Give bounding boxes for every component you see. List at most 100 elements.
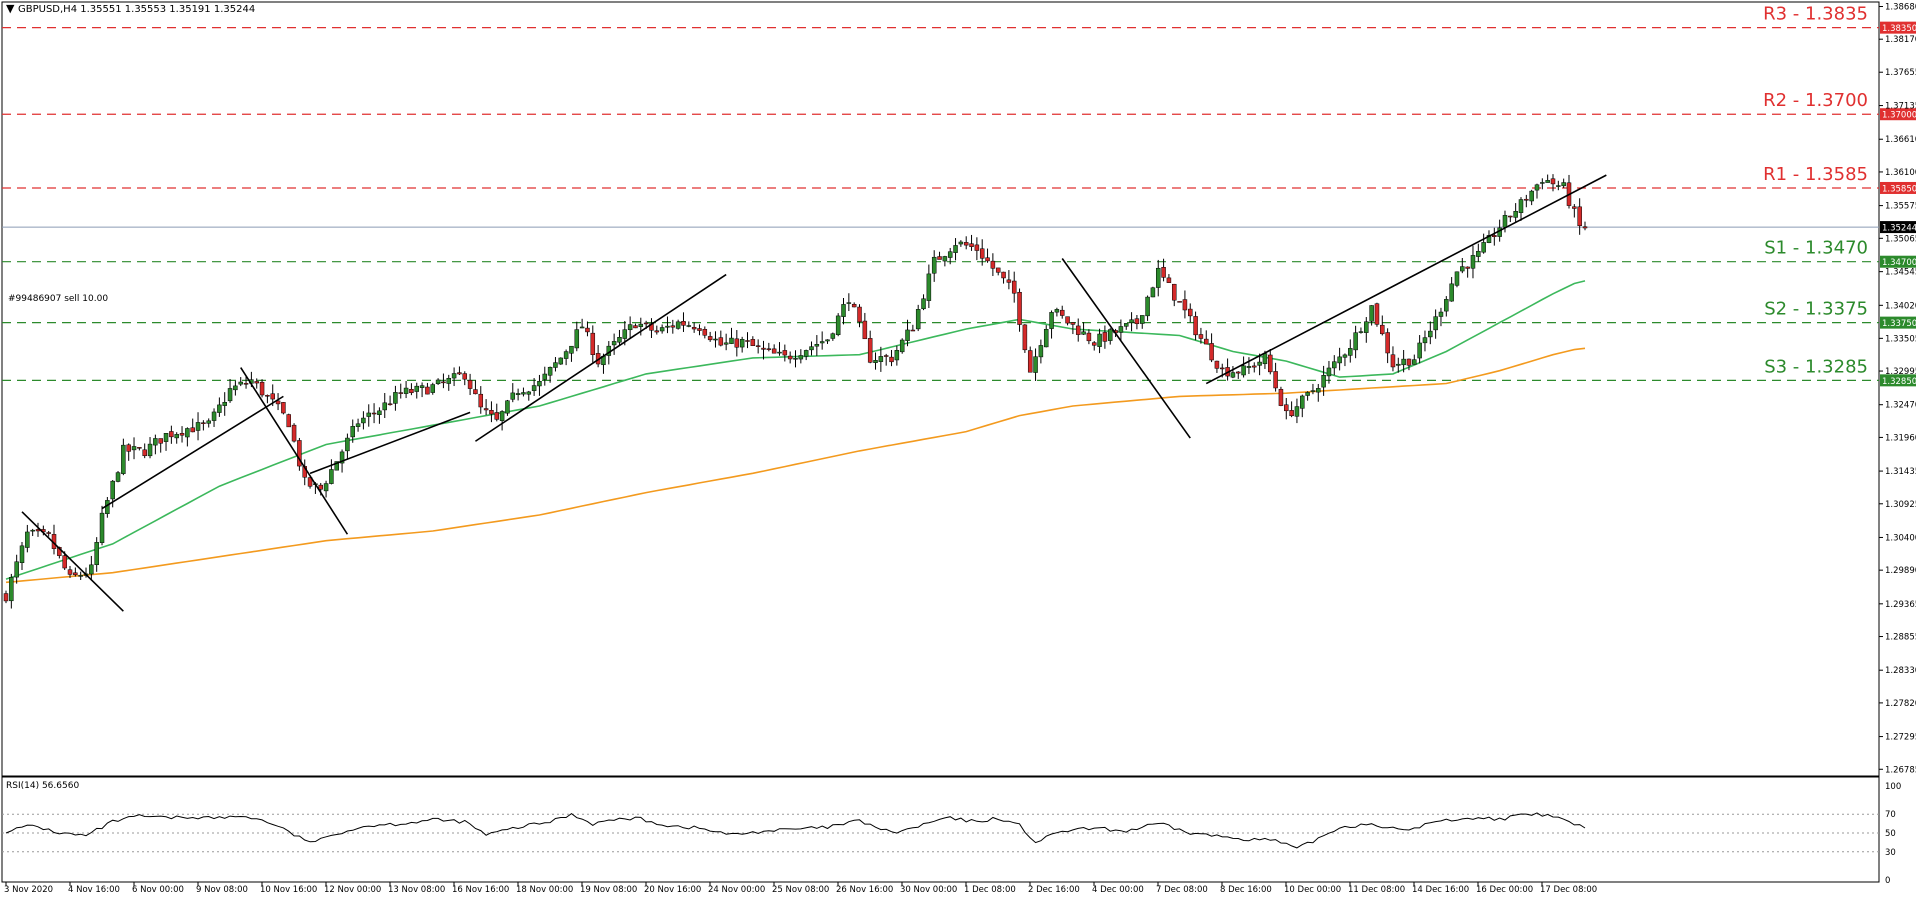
candle-bear xyxy=(1017,291,1022,325)
candle-bear xyxy=(1134,318,1140,325)
candle-bear xyxy=(73,572,78,576)
level-label-r1: R1 - 1.3585 xyxy=(1763,164,1868,185)
candle-bull xyxy=(163,433,169,442)
candle-bear xyxy=(654,330,660,333)
candle-bear xyxy=(1027,350,1033,373)
candle-bull xyxy=(579,326,585,329)
trendline[interactable] xyxy=(1061,258,1191,439)
trendline[interactable] xyxy=(240,367,349,535)
candle-bull xyxy=(1545,180,1550,183)
candle-bear xyxy=(1582,226,1588,229)
candle-bull xyxy=(1033,356,1038,373)
candle-bull xyxy=(329,469,334,484)
candle-bull xyxy=(873,360,878,363)
candle-bull xyxy=(1241,365,1246,376)
price-tick-label: 1.35575 xyxy=(1885,202,1916,212)
candle-bear xyxy=(494,412,500,420)
candle-bear xyxy=(707,336,713,341)
trendline[interactable] xyxy=(309,411,471,475)
candle-bear xyxy=(441,381,446,384)
candle-bear xyxy=(750,339,756,346)
price-tick-label: 1.31435 xyxy=(1885,467,1916,477)
price-tick-label: 1.37655 xyxy=(1885,68,1916,78)
candle-bear xyxy=(1193,316,1198,336)
candle-bull xyxy=(1326,367,1332,377)
candle-bear xyxy=(1406,358,1412,366)
trendline[interactable] xyxy=(21,511,124,612)
price-tag-s2 xyxy=(1880,316,1916,329)
candle-bear xyxy=(755,345,761,347)
candle-bull xyxy=(1305,392,1310,396)
candle-bull xyxy=(510,392,516,400)
candle-bear xyxy=(1465,266,1470,269)
price-tag-text-s2: 1.33750 xyxy=(1882,319,1916,329)
price-tick-label: 1.37135 xyxy=(1885,102,1916,112)
candle-bear xyxy=(46,532,51,534)
price-panel-frame xyxy=(1,1,1880,777)
level-label-s1: S1 - 1.3470 xyxy=(1764,238,1868,259)
candle-bull xyxy=(958,241,964,245)
candle-bull xyxy=(1038,345,1044,358)
level-label-s3: S3 - 1.3285 xyxy=(1764,356,1868,377)
candle-bear xyxy=(633,325,638,329)
trendline[interactable] xyxy=(1205,174,1607,385)
candle-bull xyxy=(366,412,371,417)
candle-bear xyxy=(1252,365,1257,368)
candle-bull xyxy=(1145,296,1150,317)
candle-bull xyxy=(1081,331,1086,335)
candle-bull xyxy=(1534,184,1540,191)
order-label[interactable]: #99486907 sell 10.00 xyxy=(8,294,108,304)
time-tick-label: 9 Nov 08:00 xyxy=(196,885,248,895)
candle-bear xyxy=(643,322,649,325)
candle-bull xyxy=(1449,283,1454,302)
candle-bear xyxy=(467,379,473,389)
candle-bull xyxy=(222,402,227,406)
trendline[interactable] xyxy=(474,273,727,442)
candle-bear xyxy=(243,383,249,385)
candle-bull xyxy=(723,342,729,345)
candle-bear xyxy=(702,328,708,336)
candle-bull xyxy=(547,366,553,376)
current-price-tag-text: 1.35244 xyxy=(1882,224,1916,234)
candle-bull xyxy=(1476,250,1481,257)
candle-bull xyxy=(403,387,409,394)
candle-bear xyxy=(462,373,468,380)
candle-bull xyxy=(1294,406,1300,417)
candle-bull xyxy=(1097,333,1102,347)
price-tag-r2 xyxy=(1880,108,1916,121)
price-tag-text-r2: 1.37000 xyxy=(1882,111,1916,121)
candle-bear xyxy=(387,403,393,406)
price-tag-r1 xyxy=(1880,181,1916,194)
candle-bear xyxy=(851,303,857,308)
candle-bull xyxy=(1556,185,1561,187)
candle-bear xyxy=(883,355,889,357)
price-tick-label: 1.36610 xyxy=(1885,135,1916,145)
candle-bull xyxy=(563,351,569,359)
candle-bear xyxy=(1171,283,1177,301)
candle-bull xyxy=(174,434,179,439)
candle-bear xyxy=(425,386,430,395)
candle-bear xyxy=(254,381,259,384)
candle-bull xyxy=(1561,182,1566,187)
candle-bear xyxy=(1380,324,1385,335)
candle-bear xyxy=(259,381,265,396)
candle-bear xyxy=(1182,299,1188,311)
candle-bull xyxy=(195,422,201,431)
candle-bear xyxy=(3,593,9,602)
candle-bear xyxy=(1278,388,1284,406)
candle-bull xyxy=(1358,331,1364,333)
candle-bull xyxy=(99,512,105,543)
candle-bull xyxy=(659,327,665,332)
candle-bull xyxy=(905,329,910,341)
price-tick-label: 1.33505 xyxy=(1885,334,1916,344)
candle-bear xyxy=(867,338,873,363)
rsi-label: RSI(14) 56.6560 xyxy=(6,781,79,791)
price-tag-text-s1: 1.34700 xyxy=(1882,258,1916,268)
candle-bear xyxy=(974,244,980,251)
symbol-header-arrow[interactable]: ▼ xyxy=(6,2,15,15)
candle-bear xyxy=(1070,322,1076,325)
candle-bull xyxy=(1155,267,1161,288)
trendline[interactable] xyxy=(101,395,284,510)
